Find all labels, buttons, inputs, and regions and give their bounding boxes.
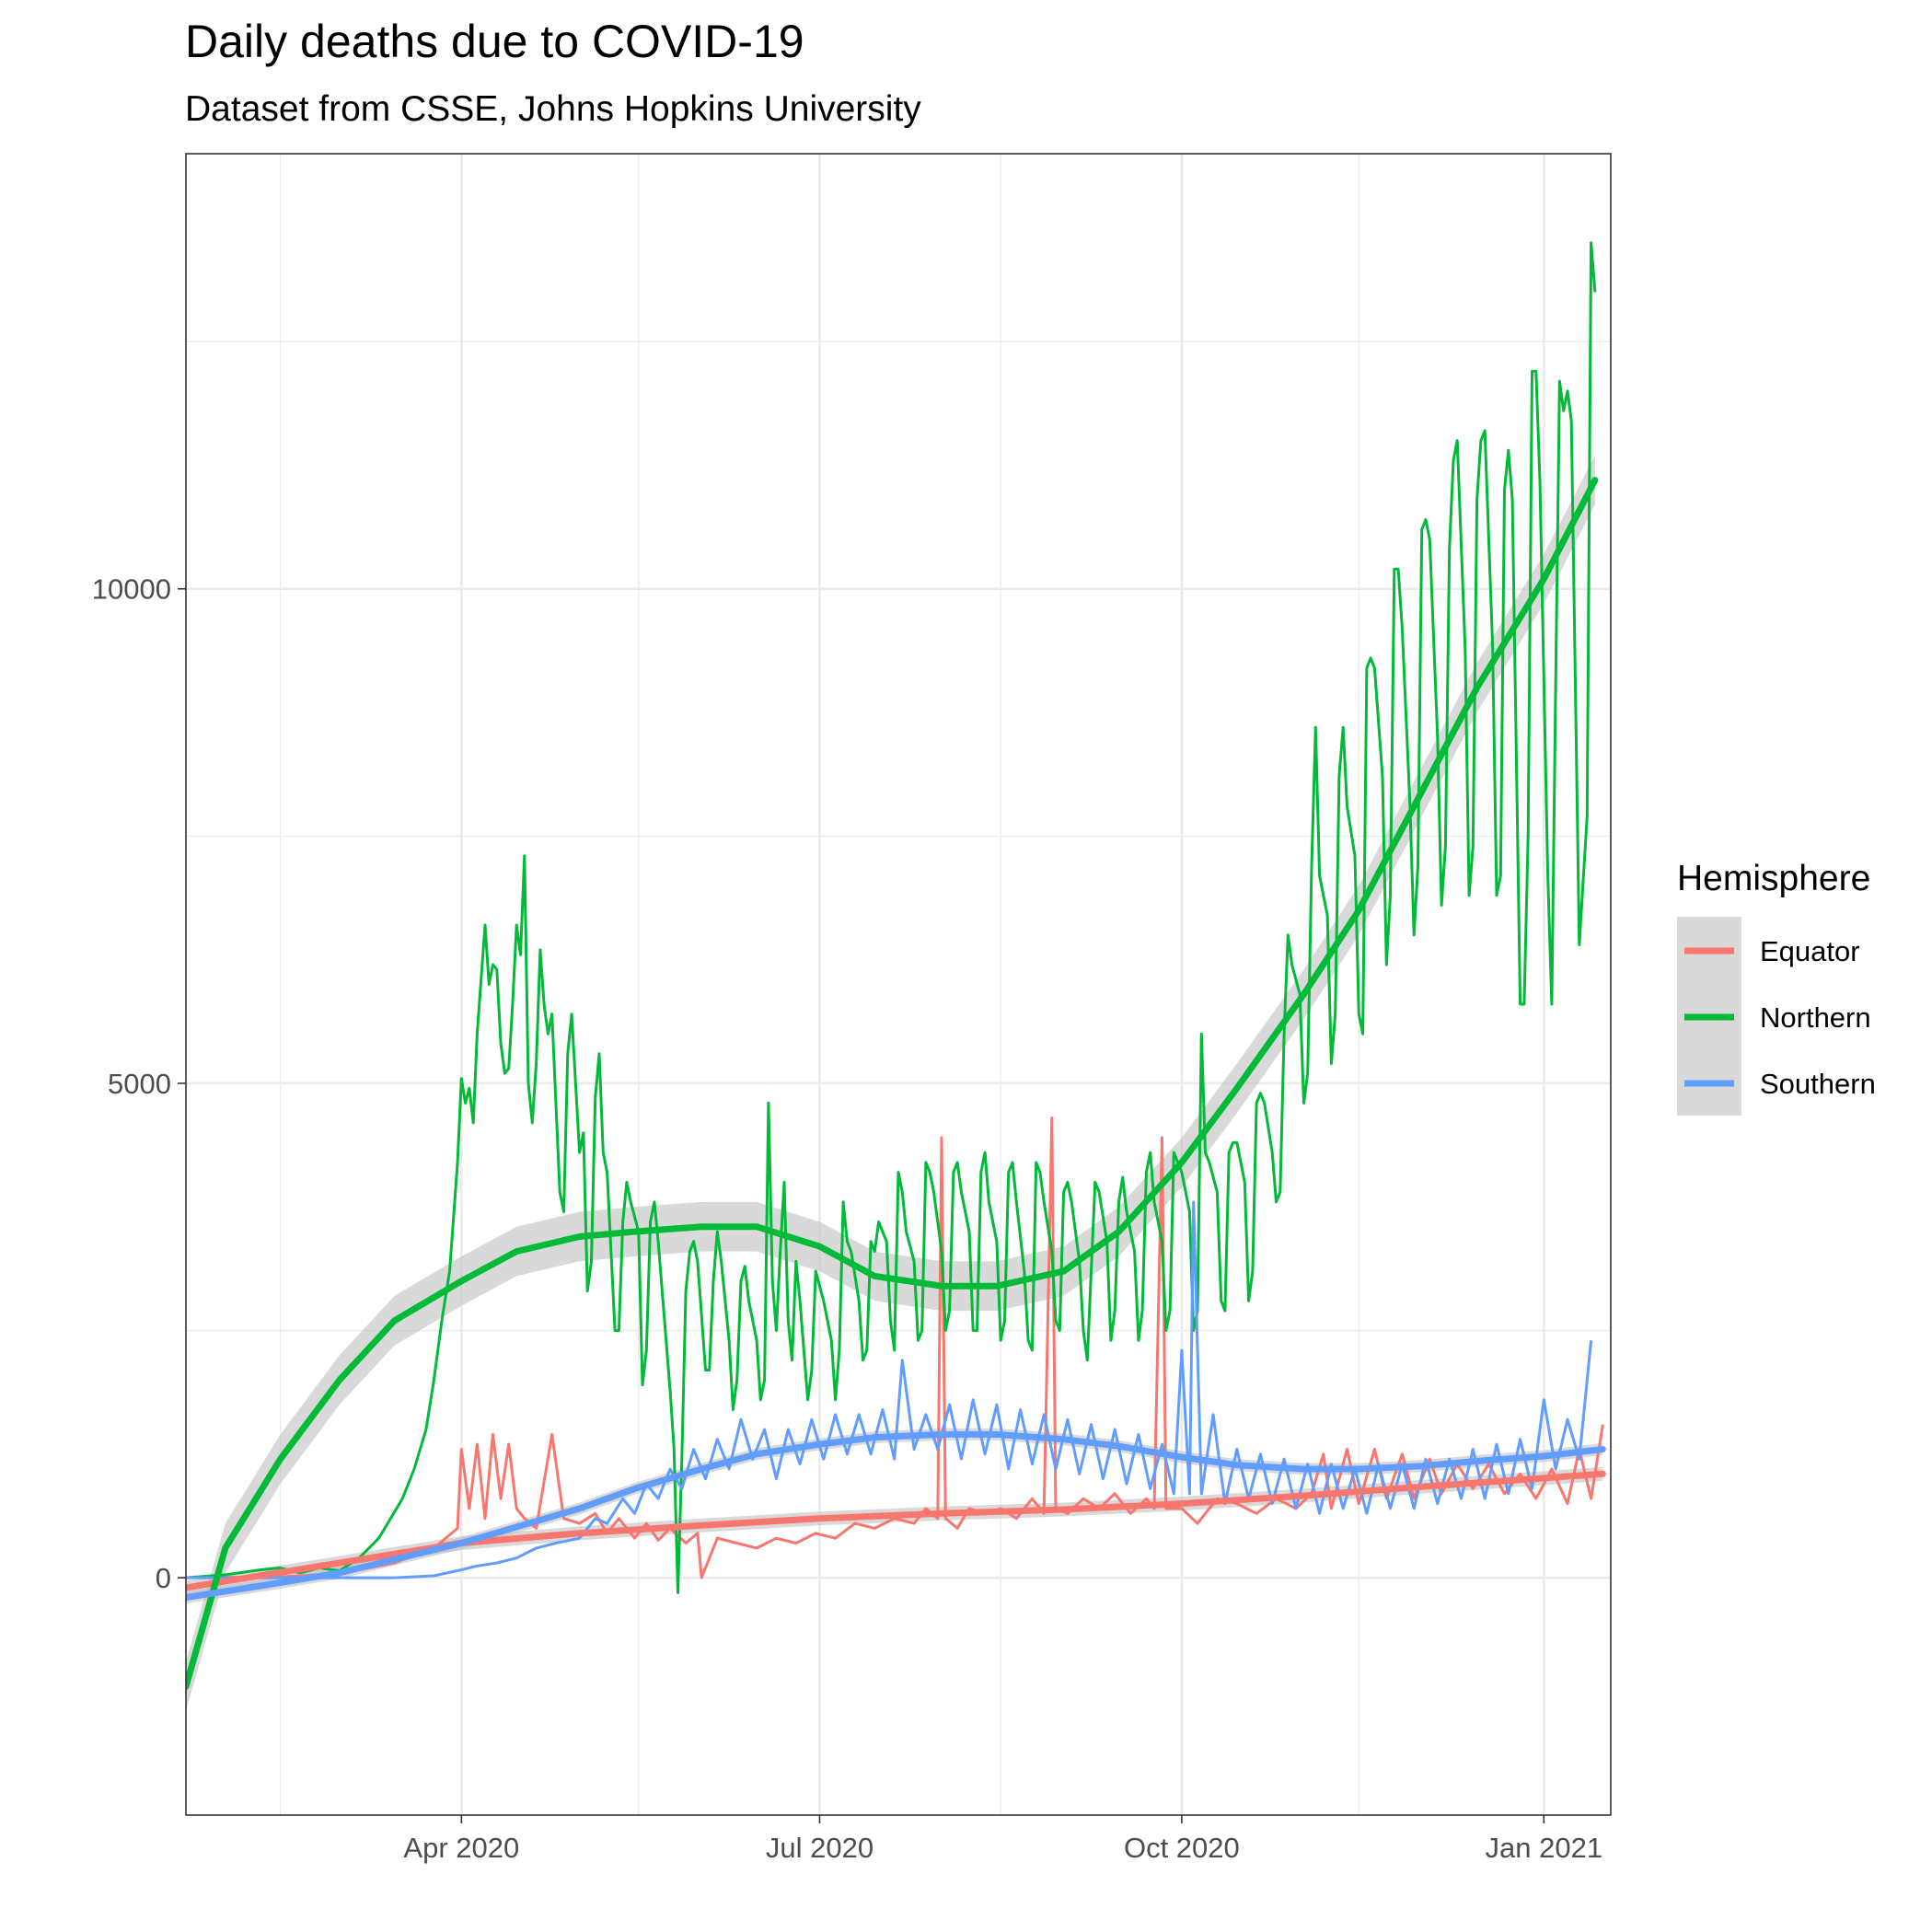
southern-smooth-line	[186, 1430, 1606, 1602]
plot-panel	[185, 153, 1612, 1816]
legend-items: Equator Northern Southern	[1684, 935, 1876, 1100]
legend-label-southern: Southern	[1760, 1068, 1876, 1100]
x-tick-label: Apr 2020	[403, 1832, 519, 1864]
legend: Hemisphere Equator Northern Southern	[1677, 859, 1876, 1116]
plot-border	[185, 153, 1612, 1816]
x-tick-label: Jan 2021	[1486, 1832, 1603, 1864]
northern-smooth-line	[186, 477, 1599, 1690]
legend-title: Hemisphere	[1677, 859, 1870, 898]
y-tick-label: 10000	[92, 573, 171, 606]
x-tick-label: Jul 2020	[766, 1832, 873, 1864]
plot-background	[186, 154, 1611, 1815]
chart-title: Daily deaths due to COVID-19	[185, 16, 804, 67]
x-tick-label: Oct 2020	[1124, 1832, 1240, 1864]
y-axis: 0 5000 10000	[92, 573, 186, 1594]
y-tick-label: 0	[156, 1562, 171, 1594]
smooth-lines	[186, 477, 1606, 1690]
northern-series-line	[186, 241, 1597, 1594]
x-axis: Apr 2020 Jul 2020 Oct 2020 Jan 2021	[403, 1815, 1602, 1864]
legend-label-northern: Northern	[1760, 1001, 1871, 1034]
y-tick-label: 5000	[108, 1068, 171, 1100]
grid-major	[186, 154, 1611, 1815]
legend-label-equator: Equator	[1760, 935, 1860, 967]
chart-subtitle: Dataset from CSSE, Johns Hopkins Univers…	[185, 89, 921, 129]
